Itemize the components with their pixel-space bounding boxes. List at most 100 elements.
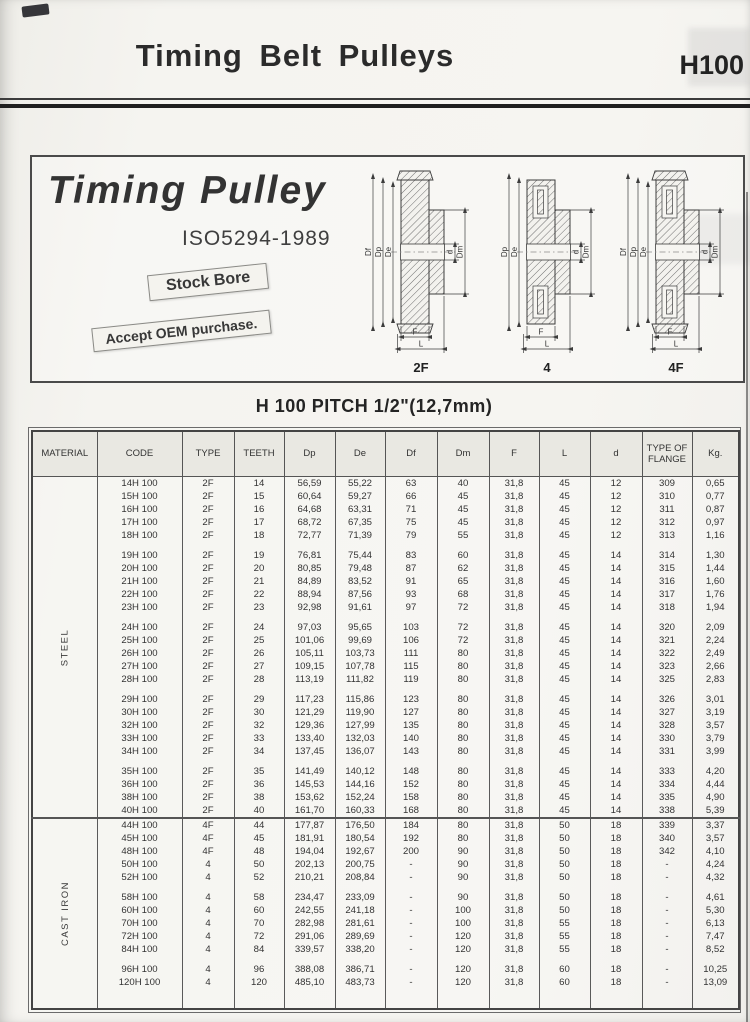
table-row: 38H 100 2F 38 153,62 152,24 158 80 31,8 45 14 335 4… xyxy=(32,791,740,804)
cell: 50 xyxy=(538,817,591,832)
table-title: H 100 PITCH 1/2"(12,7mm) xyxy=(255,396,493,416)
cell: 105,11 xyxy=(283,647,336,660)
cell: 31,8 xyxy=(488,706,540,719)
dim-label: F xyxy=(668,328,673,337)
cell: 90 xyxy=(436,871,490,884)
cell: 120H 100 xyxy=(96,976,183,989)
cell: 281,61 xyxy=(334,917,386,930)
cell: 4F xyxy=(181,845,235,858)
cell: 3,79 xyxy=(691,732,740,745)
table-row: 60H 100 4 60 242,55 241,18-100 31,8 50 18-5,30 xyxy=(32,904,740,917)
oem-badge: Accept OEM purchase. xyxy=(91,309,272,353)
cell: 4 xyxy=(181,930,235,943)
dim-label: Dm xyxy=(582,245,591,258)
diagram-caption: 2F xyxy=(413,360,428,375)
cell: 2,66 xyxy=(691,660,740,673)
cell: 14 xyxy=(589,765,643,778)
cell: - xyxy=(641,891,693,904)
cell: 111 xyxy=(384,647,438,660)
cell: 29H 100 xyxy=(96,693,183,706)
cell: - xyxy=(384,943,438,956)
cell: 333 xyxy=(641,765,693,778)
cell: 100 xyxy=(436,917,490,930)
page-edge-line xyxy=(746,192,748,1022)
cell: 71,39 xyxy=(334,529,386,542)
cell: 45 xyxy=(538,601,591,614)
table-row: 32H 100 2F 32 129,36 127,99 135 80 31,8 45 14 328 3… xyxy=(32,719,740,732)
cell: 92,98 xyxy=(283,601,336,614)
cell: 64,68 xyxy=(283,503,336,516)
cell: 58 xyxy=(233,891,285,904)
cell: 25H 100 xyxy=(96,634,183,647)
table-row: 26H 100 2F 26 105,11 103,73 111 80 31,8 45 14 322 2… xyxy=(32,647,740,660)
cell: 14 xyxy=(589,575,643,588)
table-row: 33H 100 2F 33 133,40 132,03 140 80 31,8 45 14 330 3… xyxy=(32,732,740,745)
cell: 192 xyxy=(384,832,438,845)
cell: 45 xyxy=(538,634,591,647)
cell: 184 xyxy=(384,817,438,832)
cell: 18 xyxy=(589,891,643,904)
spacer-row xyxy=(32,884,740,891)
cell: 80 xyxy=(436,804,490,818)
dim-label: Dp xyxy=(500,246,509,257)
dim-label: F xyxy=(539,328,544,337)
column-header: Df xyxy=(384,430,438,477)
cell: 3,99 xyxy=(691,745,740,758)
cell: 310 xyxy=(641,490,693,503)
column-header: Dm xyxy=(436,430,490,477)
cell: 323 xyxy=(641,660,693,673)
cell: 45 xyxy=(538,516,591,529)
header-rule-thin xyxy=(0,98,750,100)
table-row: 50H 100 4 50 202,13 200,75-90 31,8 50 18-4,24 xyxy=(32,858,740,871)
cell: 84H 100 xyxy=(96,943,183,956)
table-row: 28H 100 2F 28 113,19 111,82 119 80 31,8 45 14 325 2… xyxy=(32,673,740,686)
cell: 97 xyxy=(384,601,438,614)
cell: 26 xyxy=(233,647,285,660)
column-header: F xyxy=(488,430,540,477)
cell: 338 xyxy=(641,804,693,818)
dim-label: Dp xyxy=(629,246,638,257)
cell: 318 xyxy=(641,601,693,614)
cell: 80,85 xyxy=(283,562,336,575)
cell: 60 xyxy=(233,904,285,917)
cell: 36H 100 xyxy=(96,778,183,791)
cell: 90 xyxy=(436,858,490,871)
cell: - xyxy=(384,891,438,904)
cell: 31,8 xyxy=(488,845,540,858)
header-rule-thick xyxy=(0,104,750,108)
cell: 27H 100 xyxy=(96,660,183,673)
cell: 33 xyxy=(233,732,285,745)
cell: 31,8 xyxy=(488,529,540,542)
cell: 90 xyxy=(436,891,490,904)
cell: 18 xyxy=(589,904,643,917)
cell: 17 xyxy=(233,516,285,529)
cell: 31,8 xyxy=(488,917,540,930)
cell: 45 xyxy=(538,660,591,673)
cell: 5,39 xyxy=(691,804,740,818)
cell: 55,22 xyxy=(334,476,386,490)
cell: 121,29 xyxy=(283,706,336,719)
table-row: 15H 100 2F 15 60,64 59,27 66 45 31,8 45 12 310 0,77 xyxy=(32,490,740,503)
table-row: 35H 100 2F 35 141,49 140,12 148 80 31,8 45 14 333 4… xyxy=(32,765,740,778)
cell: 31,8 xyxy=(488,943,540,956)
cell: 0,97 xyxy=(691,516,740,529)
cell: 19H 100 xyxy=(96,549,183,562)
cell: 63,31 xyxy=(334,503,386,516)
cell: 83 xyxy=(384,549,438,562)
table-row: 29H 100 2F 29 117,23 115,86 123 80 31,8 45 14 326 3… xyxy=(32,693,740,706)
cell: 117,23 xyxy=(283,693,336,706)
cell: 80 xyxy=(436,660,490,673)
cell: 50 xyxy=(538,845,591,858)
cell: 62 xyxy=(436,562,490,575)
cell: 200 xyxy=(384,845,438,858)
cell: 2F xyxy=(181,745,235,758)
cell: 18 xyxy=(589,917,643,930)
cell: 31,8 xyxy=(488,601,540,614)
cell: 80 xyxy=(436,732,490,745)
cell: 113,19 xyxy=(283,673,336,686)
cell: 14 xyxy=(589,621,643,634)
cell: 2F xyxy=(181,660,235,673)
cell: - xyxy=(641,976,693,989)
column-header: d xyxy=(589,430,643,477)
dim-label: Df xyxy=(619,247,628,256)
